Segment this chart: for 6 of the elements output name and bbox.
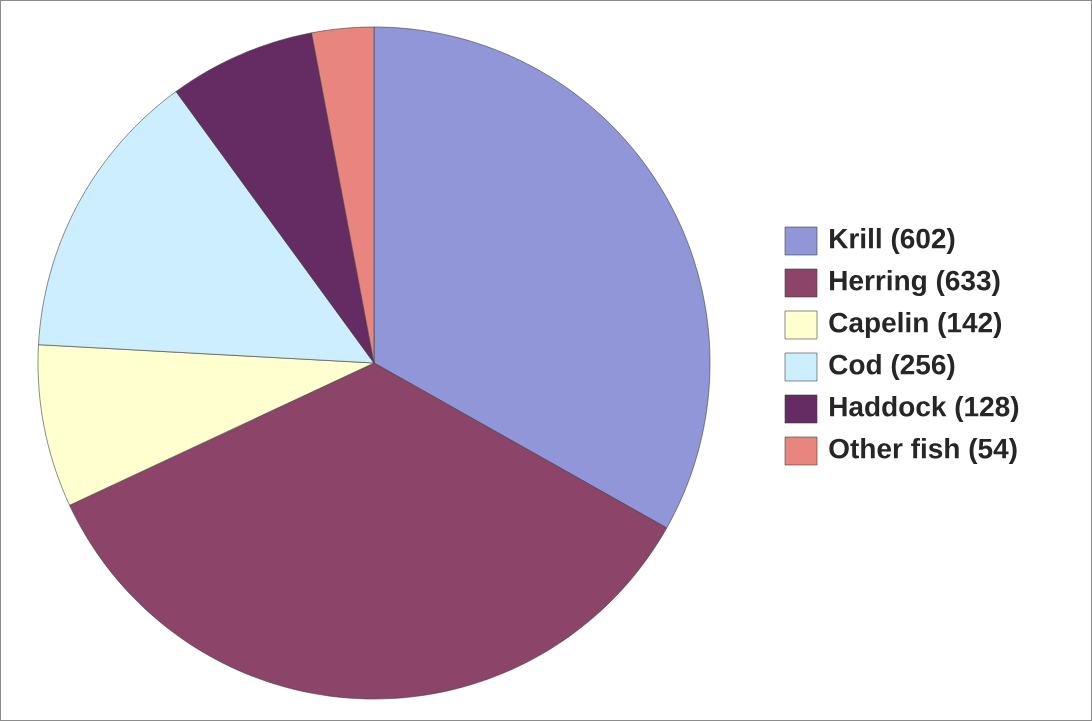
legend-label: Krill (602)	[830, 227, 955, 255]
legend-label: Cod (256)	[829, 353, 955, 381]
legend-label: Herring (633)	[830, 269, 1000, 297]
legend-label: Capelin (142)	[829, 311, 1002, 339]
legend-label: Haddock (128)	[830, 395, 1019, 423]
legend-label: Other fish (54)	[829, 437, 1017, 465]
